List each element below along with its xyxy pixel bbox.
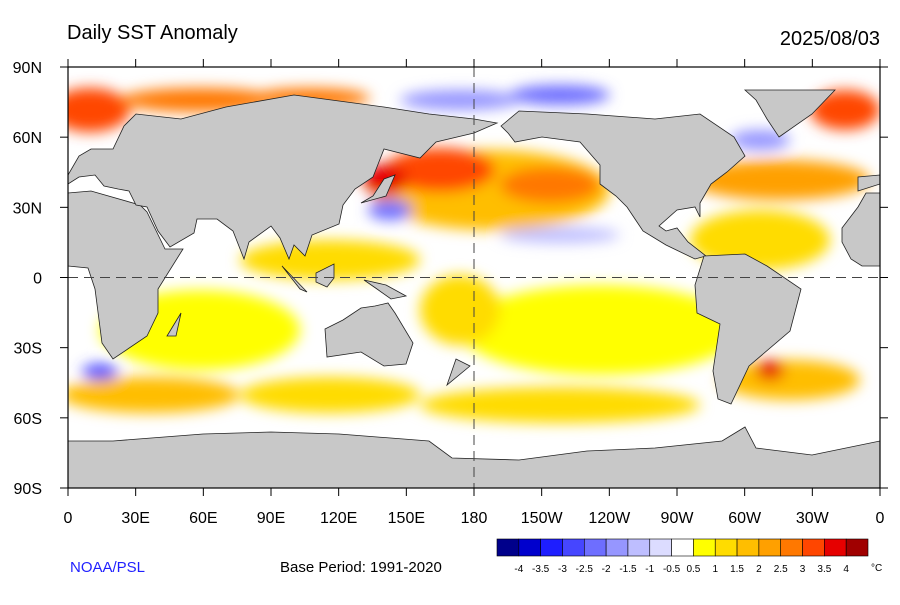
colorbar-box (736, 538, 760, 557)
eurasia (68, 94, 499, 261)
colorbar-box (605, 538, 629, 557)
y-tick-label: 60S (14, 411, 42, 428)
x-tick-label: 120W (588, 510, 631, 527)
colorbar-label: 3 (800, 564, 806, 575)
x-tick-label: 120E (320, 510, 357, 527)
colorbar-box (693, 538, 716, 557)
colorbar-box (824, 538, 847, 557)
colorbar-label: -1 (645, 564, 654, 575)
x-tick-label: 90W (661, 510, 695, 527)
colorbar-box (802, 538, 825, 557)
greenland (743, 89, 836, 138)
south-america (694, 253, 802, 405)
iberia (857, 174, 880, 192)
borneo (315, 263, 335, 288)
colorbar-label: -4 (514, 564, 523, 575)
new-guinea (363, 279, 408, 300)
frame (67, 66, 881, 489)
x-tick-label: 150E (388, 510, 425, 527)
x-tick-label: 30W (796, 510, 830, 527)
land (68, 89, 880, 488)
x-tick-label: 60W (728, 510, 762, 527)
colorbar-box (649, 538, 672, 557)
anomaly-shading (68, 85, 880, 423)
japan (360, 174, 396, 204)
y-tick-label: 30N (13, 200, 42, 217)
anomaly-field (68, 67, 880, 488)
y-tick-label: 0 (33, 271, 42, 288)
y-tick-label: 90S (14, 481, 42, 498)
colorbar: -4 -3.5 -3 -2.5 -2 -1.5 -1 -0.5 0.5 1 1.5 2 2.5 3 3.5 4 (496, 538, 869, 575)
colorbar-label: -1.5 (619, 564, 637, 575)
africa (68, 190, 184, 360)
colorbar-label: 2 (756, 564, 762, 575)
north-america (500, 110, 746, 260)
colorbar-label: 3.5 (817, 564, 831, 575)
colorbar-label: -2.5 (576, 564, 594, 575)
colorbar-box (583, 538, 607, 557)
colorbar-box (758, 538, 782, 557)
colorbar-label: 1 (712, 564, 718, 575)
colorbar-label: -0.5 (663, 564, 681, 575)
colorbar-label: 1.5 (730, 564, 744, 575)
colorbar-label: -3.5 (532, 564, 550, 575)
new-zealand (446, 358, 471, 387)
colorbar-label: -3 (558, 564, 567, 575)
colorbar-label: 0.5 (686, 564, 700, 575)
colorbar-box (562, 538, 585, 557)
y-tick-label: 30S (14, 341, 42, 358)
x-tick-label: 90E (257, 510, 285, 527)
colorbar-label: 4 (843, 564, 849, 575)
colorbar-box (845, 538, 869, 557)
colorbar-unit: °C (871, 563, 882, 574)
axes: 0 30E 60E 90E 120E 150E 180 150W 120W 90W 60W 30W 0 9… (13, 59, 888, 527)
colorbar-box (714, 538, 738, 557)
y-tick-label: 60N (13, 130, 42, 147)
colorbar-box (627, 538, 651, 557)
west-africa (841, 192, 880, 267)
colorbar-box (518, 538, 541, 557)
colorbar-label: -2 (602, 564, 611, 575)
base-period: Base Period: 1991-2020 (280, 559, 442, 576)
date: 2025/08/03 (780, 28, 880, 50)
x-tick-label: 60E (189, 510, 217, 527)
y-tick-label: 90N (13, 60, 42, 77)
x-tick-label: 0 (64, 510, 73, 527)
madagascar (166, 312, 182, 337)
colorbar-box (671, 538, 694, 557)
colorbar-box (540, 538, 563, 557)
colorbar-label: 2.5 (774, 564, 788, 575)
x-tick-label: 180 (461, 510, 488, 527)
antarctica (68, 426, 880, 488)
x-tick-label: 150W (521, 510, 564, 527)
x-tick-label: 0 (876, 510, 885, 527)
colorbar-box (780, 538, 803, 557)
source: NOAA/PSL (70, 559, 145, 576)
title: Daily SST Anomaly (67, 22, 238, 44)
australia (324, 302, 414, 367)
x-tick-label: 30E (121, 510, 149, 527)
sumatra (281, 265, 308, 293)
colorbar-box (496, 538, 520, 557)
